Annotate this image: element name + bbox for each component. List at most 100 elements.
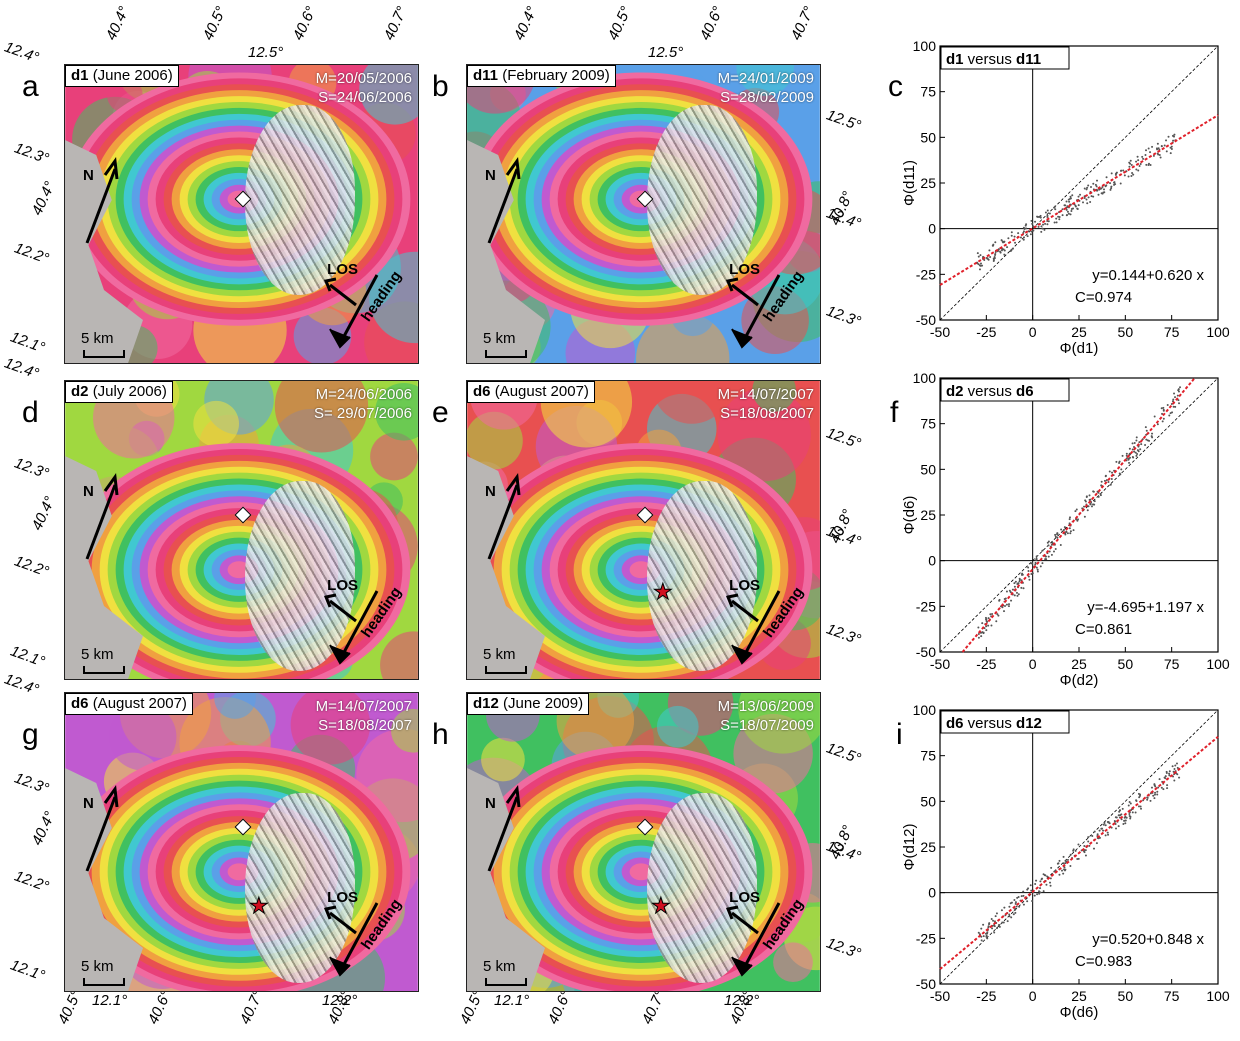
title-versus: versus [964, 51, 1017, 68]
data-point [1122, 823, 1125, 826]
data-point [1091, 834, 1094, 837]
data-point [1014, 580, 1017, 583]
data-point [1175, 762, 1178, 765]
data-point [1077, 843, 1080, 846]
panel-letter-b: b [432, 70, 449, 103]
data-point [1002, 248, 1005, 251]
acquisition-dates: M=20/05/2006 S=24/06/2006 [316, 69, 412, 107]
top-lon-tick: 40.4° [102, 3, 133, 44]
data-point [1165, 139, 1168, 142]
data-point [1103, 822, 1106, 825]
data-point [1158, 778, 1161, 781]
data-point [1174, 405, 1177, 408]
data-point [1063, 868, 1066, 871]
data-point [1093, 503, 1096, 506]
x-tick-label: -50 [930, 988, 950, 1004]
left-lat-tick: 12.4° [2, 670, 42, 699]
data-point [1135, 439, 1138, 442]
data-point [1035, 879, 1038, 882]
data-point [1134, 451, 1137, 454]
data-point [1067, 212, 1070, 215]
right-lat-tick: 12.4° [824, 204, 864, 233]
star-marker-icon: ★ [651, 893, 672, 918]
data-point [1017, 232, 1020, 235]
top-lon-tick: 40.5° [604, 3, 635, 44]
data-point [1176, 766, 1179, 769]
y-tick-label: 0 [928, 885, 936, 901]
bottom-lon-tick: 40.5° [54, 987, 85, 1027]
y-tick-label: -25 [916, 598, 936, 614]
data-point [1032, 229, 1035, 232]
left-lon-tick: 40.4° [28, 178, 59, 219]
data-point [1149, 799, 1152, 802]
data-point [1076, 207, 1079, 210]
data-point [1128, 801, 1131, 804]
data-point [1166, 403, 1169, 406]
data-point [987, 624, 990, 627]
data-point [1017, 593, 1020, 596]
x-tick-label: 75 [1164, 324, 1180, 340]
data-point [1097, 495, 1100, 498]
data-point [1170, 147, 1173, 150]
bottom-lat-tick: 12.1° [92, 992, 128, 1009]
data-point [1064, 862, 1067, 865]
north-arrow-icon [85, 784, 119, 872]
data-point [990, 917, 993, 920]
data-point [1108, 470, 1111, 473]
chart-title-box [940, 710, 1070, 734]
data-point [1172, 135, 1175, 138]
y-axis-label: Φ(d11) [901, 160, 918, 206]
data-point [1147, 164, 1150, 167]
data-point [1160, 145, 1163, 148]
title-dataset-b: d11 [1016, 51, 1041, 68]
left-lat-tick: 12.3° [12, 769, 52, 798]
y-tick-label: 100 [913, 38, 937, 54]
panel-title: d11 (February 2009) [467, 65, 616, 87]
data-point [1173, 133, 1176, 136]
panel-letter-h: h [432, 718, 449, 751]
data-point [1034, 883, 1037, 886]
left-lat-tick: 12.1° [8, 328, 48, 357]
data-point [1045, 883, 1048, 886]
data-point [1142, 157, 1145, 160]
identity-line [939, 45, 1219, 321]
panel-letter-e: e [432, 396, 449, 429]
data-point [1135, 454, 1138, 457]
correlation-coefficient: C=0.861 [1075, 621, 1132, 638]
acquisition-dates: M=24/01/2009 S=28/02/2009 [718, 69, 814, 107]
x-tick-label: -25 [976, 324, 996, 340]
data-point [1058, 218, 1061, 221]
y-tick-label: 50 [920, 793, 936, 809]
data-point [1173, 768, 1176, 771]
data-point [1109, 483, 1112, 486]
north-arrow-icon [487, 472, 521, 560]
data-point [1001, 921, 1004, 924]
x-tick-label: 50 [1118, 988, 1134, 1004]
data-point [1022, 230, 1025, 233]
interferogram-panel-d: d2 (July 2006) M=24/06/2006 S= 29/07/2006 … [64, 380, 419, 680]
data-point [1097, 193, 1100, 196]
data-point [1054, 533, 1057, 536]
data-point [1009, 591, 1012, 594]
data-point [1003, 605, 1006, 608]
x-axis-label: Φ(d2) [1060, 672, 1099, 689]
x-tick-label: 25 [1071, 656, 1087, 672]
left-lat-tick: 12.4° [2, 38, 42, 67]
x-tick-label: 100 [1206, 656, 1230, 672]
data-point [987, 925, 990, 928]
data-point [1137, 805, 1140, 808]
data-point [1069, 195, 1072, 198]
title-dataset-a: d6 [946, 715, 964, 732]
data-point [1066, 213, 1069, 216]
dataset-period: (August 2007) [92, 695, 187, 712]
data-point [1142, 799, 1145, 802]
data-point [1118, 472, 1121, 475]
data-point [991, 613, 994, 616]
x-tick-label: 25 [1071, 988, 1087, 1004]
data-point [1087, 196, 1090, 199]
data-point [1110, 172, 1113, 175]
data-point [1156, 793, 1159, 796]
y-tick-label: 0 [928, 221, 936, 237]
left-lat-tick: 12.3° [12, 454, 52, 483]
data-point [1031, 899, 1034, 902]
